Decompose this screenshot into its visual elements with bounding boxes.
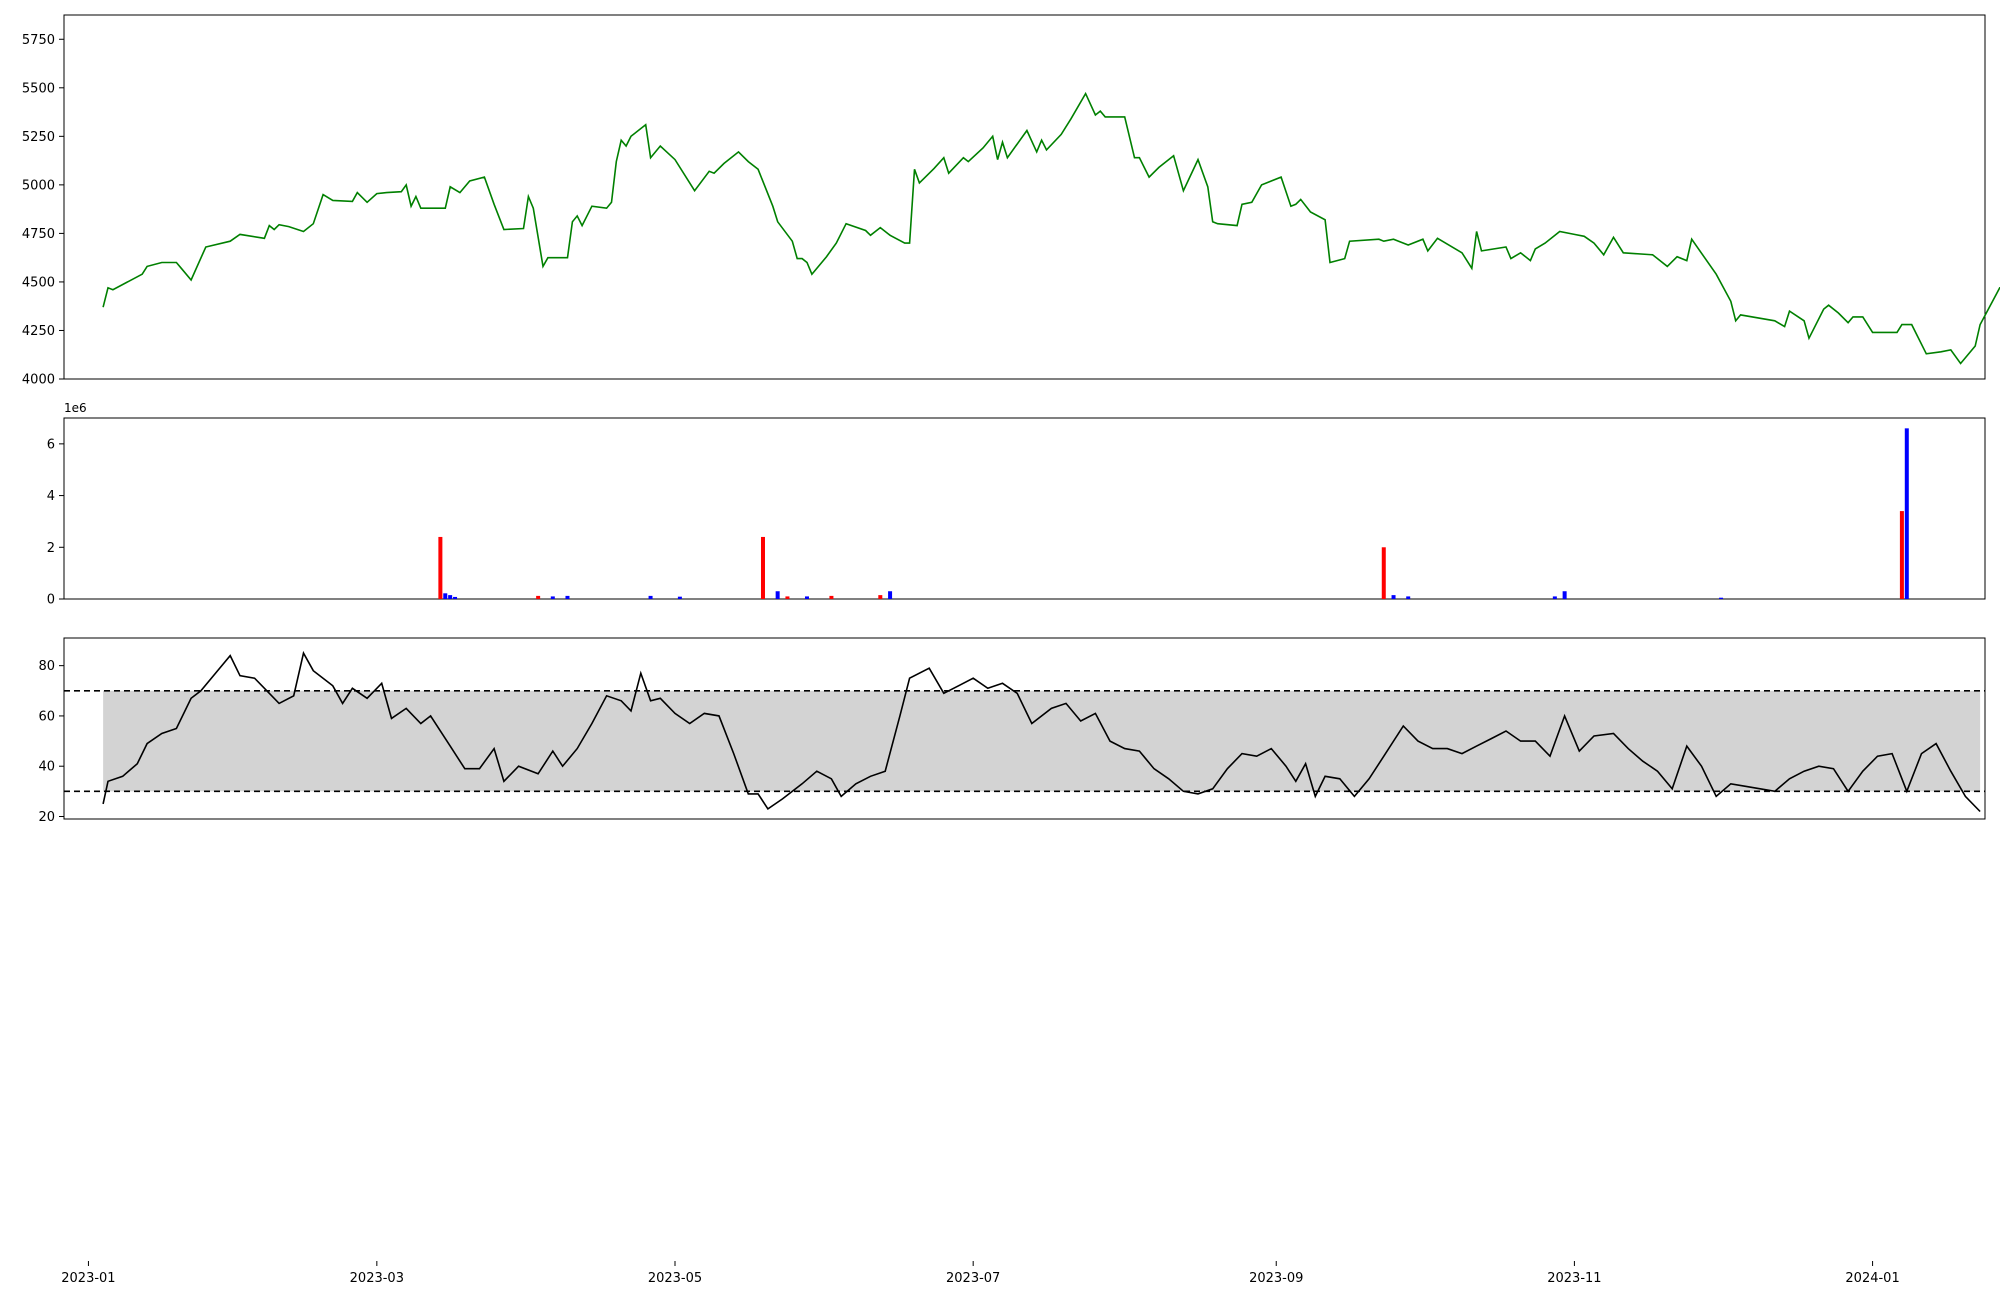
volume-bar <box>677 596 682 599</box>
volume-bar <box>1406 596 1411 599</box>
volume-bar <box>829 595 834 599</box>
volume-bar <box>438 536 443 599</box>
volume-bar <box>804 596 809 599</box>
volume-y-tick-label: 6 <box>47 437 55 452</box>
volume-y-tick-label: 0 <box>47 593 55 608</box>
rsi-y-tick-label: 20 <box>38 810 55 825</box>
price-y-tick-label: 5500 <box>22 81 55 96</box>
volume-bar <box>760 536 765 599</box>
rsi-y-tick-label: 80 <box>38 659 55 674</box>
rsi-line <box>102 650 1981 813</box>
x-tick-label: 2023-09 <box>1249 1271 1303 1286</box>
volume-bar <box>1899 511 1904 599</box>
price-y-tick-label: 4250 <box>22 324 55 339</box>
volume-axes <box>63 417 1986 600</box>
rsi-y-tick-label: 40 <box>38 760 55 775</box>
volume-bar <box>550 596 555 599</box>
rsi-band-fill <box>103 690 1981 792</box>
volume-y-tick-label: 2 <box>47 541 55 556</box>
x-tick-label: 2023-05 <box>648 1271 702 1286</box>
volume-y-tick-label: 4 <box>47 489 55 504</box>
volume-bar <box>775 591 780 599</box>
volume-bar <box>648 595 653 599</box>
volume-bar <box>785 596 790 599</box>
volume-bar <box>565 595 570 599</box>
rsi-y-tick-label: 60 <box>38 709 55 724</box>
volume-bar <box>448 595 453 599</box>
price-y-tick-label: 5000 <box>22 178 55 193</box>
volume-bar <box>1904 428 1909 599</box>
x-tick-label: 2023-01 <box>61 1271 115 1286</box>
price-y-tick-label: 4500 <box>22 275 55 290</box>
volume-bar <box>1381 547 1386 599</box>
price-axes <box>63 14 1986 380</box>
x-tick-label: 2023-03 <box>350 1271 404 1286</box>
volume-bar <box>1552 596 1557 599</box>
volume-bar <box>1562 591 1567 599</box>
price-y-tick-label: 5750 <box>22 33 55 48</box>
price-line <box>102 91 2000 365</box>
volume-bar <box>453 596 458 599</box>
x-tick-label: 2023-07 <box>946 1271 1000 1286</box>
volume-bar <box>443 593 448 599</box>
volume-offset-label: 1e6 <box>64 401 87 415</box>
x-tick-label: 2024-01 <box>1845 1271 1899 1286</box>
volume-bar <box>888 591 893 599</box>
price-y-tick-label: 5250 <box>22 130 55 145</box>
price-y-tick-label: 4000 <box>22 373 55 388</box>
rsi-axes <box>63 637 1986 820</box>
x-tick-label: 2023-11 <box>1547 1271 1601 1286</box>
price-y-tick-label: 4750 <box>22 227 55 242</box>
volume-bar <box>1719 597 1724 599</box>
volume-bar <box>536 595 541 599</box>
volume-bar <box>1391 595 1396 599</box>
volume-bar <box>878 595 883 599</box>
